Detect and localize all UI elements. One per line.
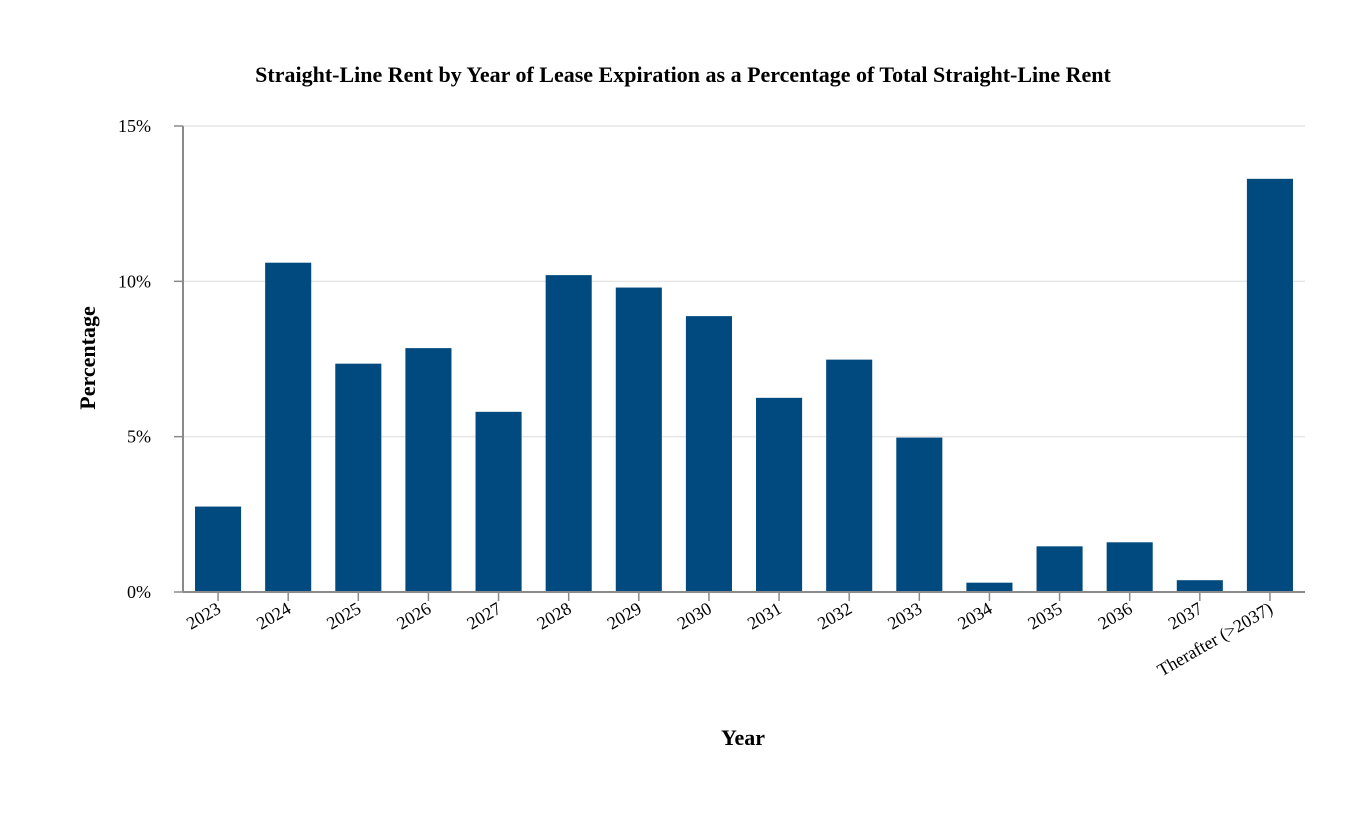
bar bbox=[475, 411, 522, 592]
x-tick-label: 2029 bbox=[604, 598, 645, 633]
y-ticks: 0% 5% 10% 15% bbox=[118, 116, 183, 602]
x-tick-label: 2035 bbox=[1024, 598, 1065, 633]
bar bbox=[966, 582, 1013, 592]
y-axis-title: Percentage bbox=[75, 306, 100, 410]
x-tick-label: 2036 bbox=[1095, 598, 1136, 633]
bar bbox=[265, 262, 312, 592]
x-tick-label: 2031 bbox=[744, 598, 785, 633]
y-tick-label: 5% bbox=[127, 427, 151, 447]
x-tick-label: 2023 bbox=[183, 598, 224, 633]
bar bbox=[756, 397, 803, 592]
x-tick-label: 2030 bbox=[674, 598, 715, 633]
chart-title: Straight-Line Rent by Year of Lease Expi… bbox=[255, 62, 1111, 87]
y-tick-label: 10% bbox=[118, 271, 151, 291]
bar bbox=[405, 348, 452, 592]
bar bbox=[896, 437, 943, 592]
bar bbox=[1106, 542, 1153, 592]
bar bbox=[195, 506, 242, 592]
bar bbox=[1176, 580, 1223, 592]
bars bbox=[195, 178, 1293, 592]
x-tick-label: 2025 bbox=[323, 598, 364, 633]
x-tick-label: 2034 bbox=[954, 598, 995, 633]
x-tick-label: 2033 bbox=[884, 598, 925, 633]
y-tick-label: 15% bbox=[118, 116, 151, 136]
bar bbox=[615, 287, 662, 592]
x-tick-label: 2027 bbox=[463, 598, 504, 633]
bar bbox=[1246, 178, 1293, 592]
x-axis-title: Year bbox=[721, 725, 765, 750]
bar bbox=[335, 363, 382, 592]
x-ticks: 2023 2024 2025 2026 2027 2028 2029 2030 2031 2032… bbox=[183, 592, 1277, 681]
x-tick-label: 2032 bbox=[814, 598, 855, 633]
bar bbox=[545, 275, 592, 592]
x-tick-label: 2037 bbox=[1165, 598, 1206, 633]
x-tick-label: 2026 bbox=[393, 598, 434, 633]
axes bbox=[182, 126, 1305, 593]
bar bbox=[685, 316, 732, 592]
x-tick-label: Therafter (>2037) bbox=[1154, 598, 1277, 681]
x-tick-label: 2024 bbox=[253, 598, 294, 633]
y-tick-label: 0% bbox=[127, 582, 151, 602]
bar bbox=[1036, 546, 1083, 592]
bar bbox=[826, 359, 873, 592]
x-tick-label: 2028 bbox=[534, 598, 575, 633]
